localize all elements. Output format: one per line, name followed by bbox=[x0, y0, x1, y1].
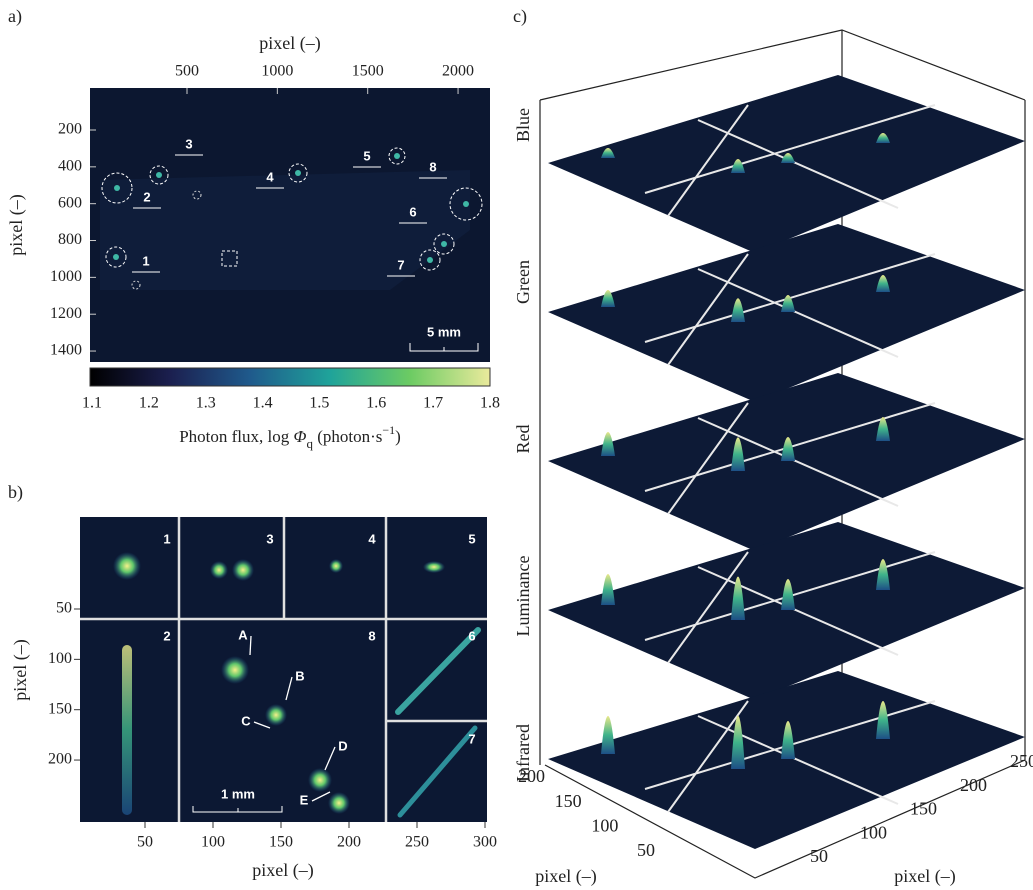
x-tick-label: 250 bbox=[405, 834, 429, 851]
label-part: (photon·s bbox=[313, 427, 382, 446]
spot bbox=[427, 257, 433, 263]
y-tick-label: 400 bbox=[58, 158, 82, 175]
subpanel-number: 2 bbox=[163, 628, 170, 643]
colorbar-tick-label: 1.8 bbox=[480, 395, 500, 412]
label-part: Photon flux, log bbox=[179, 427, 293, 446]
right-tick-label: 50 bbox=[810, 846, 828, 866]
spot bbox=[113, 254, 119, 260]
x-tick-label: 500 bbox=[175, 63, 199, 80]
x-tick-label: 1000 bbox=[261, 63, 293, 80]
subpanel-number: 4 bbox=[368, 531, 376, 546]
colorbar-tick-label: 1.4 bbox=[253, 395, 273, 412]
right-tick-label: 100 bbox=[860, 822, 887, 842]
marker-label: 4 bbox=[266, 169, 274, 184]
marker-label: 2 bbox=[143, 189, 150, 204]
marker-label: 6 bbox=[409, 204, 416, 219]
x-tick-label: 1500 bbox=[352, 63, 384, 80]
x-tick-label: 50 bbox=[137, 834, 153, 851]
y-tick-label: 150 bbox=[48, 700, 72, 717]
layer-plane bbox=[548, 373, 1025, 551]
x-tick-label: 2000 bbox=[442, 63, 474, 80]
annotation: A bbox=[238, 627, 248, 642]
y-tick-label: 200 bbox=[48, 751, 72, 768]
y-axis-label: pixel (–) bbox=[10, 639, 31, 700]
subpanel-number: 3 bbox=[266, 531, 273, 546]
layer-label: Blue bbox=[513, 108, 533, 142]
marker-label: 5 bbox=[363, 148, 370, 163]
colorbar-tick-label: 1.2 bbox=[139, 395, 159, 412]
x-tick-label: 100 bbox=[201, 834, 225, 851]
spot bbox=[463, 201, 469, 207]
right-tick-label: 150 bbox=[910, 799, 937, 819]
right-tick-label: 250 bbox=[1010, 751, 1033, 771]
subpanel-number: 5 bbox=[468, 531, 475, 546]
annotation: E bbox=[300, 792, 309, 807]
left-tick-label: 150 bbox=[555, 791, 582, 811]
y-tick-label: 1200 bbox=[50, 305, 82, 322]
y-axis-label: pixel (–) bbox=[6, 194, 27, 255]
colorbar-tick-label: 1.5 bbox=[309, 395, 329, 412]
left-axis-label: pixel (–) bbox=[535, 866, 596, 887]
panel-label: c) bbox=[513, 6, 527, 27]
label-part: −1 bbox=[382, 423, 395, 437]
layer-plane bbox=[548, 522, 1025, 700]
y-tick-label: 600 bbox=[58, 194, 82, 211]
annotation: B bbox=[295, 668, 304, 683]
scale-bar-label: 1 mm bbox=[221, 786, 255, 801]
colorbar-tick-label: 1.1 bbox=[82, 395, 102, 412]
peak bbox=[601, 574, 615, 605]
spot bbox=[114, 185, 120, 191]
y-tick-label: 50 bbox=[56, 600, 72, 617]
annotation: D bbox=[338, 738, 347, 753]
subpanel-number: 7 bbox=[468, 731, 475, 746]
right-tick-label: 200 bbox=[960, 775, 987, 795]
panel-label: b) bbox=[8, 482, 23, 503]
colorbar-tick-label: 1.6 bbox=[366, 395, 386, 412]
colorbar bbox=[90, 368, 490, 386]
left-tick-label: 50 bbox=[637, 840, 655, 860]
layer-label: Green bbox=[513, 260, 533, 304]
spot bbox=[295, 170, 301, 176]
spot bbox=[441, 241, 447, 247]
x-tick-label: 150 bbox=[269, 834, 293, 851]
label-part: Φ bbox=[293, 427, 306, 446]
peak bbox=[601, 432, 615, 456]
y-tick-label: 1000 bbox=[50, 268, 82, 285]
left-tick-label: 200 bbox=[518, 766, 545, 786]
marker-label: 3 bbox=[185, 136, 192, 151]
panel-label: a) bbox=[8, 6, 22, 27]
x-axis-label: pixel (–) bbox=[259, 33, 320, 54]
layer-label: Red bbox=[513, 425, 533, 454]
y-tick-label: 1400 bbox=[50, 342, 82, 359]
layer-plane bbox=[548, 671, 1025, 849]
x-tick-label: 300 bbox=[473, 834, 497, 851]
peak bbox=[601, 716, 615, 754]
subpanel-number: 8 bbox=[368, 628, 375, 643]
spot bbox=[156, 172, 162, 178]
y-tick-label: 800 bbox=[58, 231, 82, 248]
left-tick-label: 100 bbox=[591, 815, 618, 835]
marker-label: 1 bbox=[142, 253, 149, 268]
right-axis-label: pixel (–) bbox=[894, 866, 955, 887]
y-tick-label: 100 bbox=[48, 650, 72, 667]
layer-plane bbox=[548, 224, 1025, 402]
colorbar-label: Photon flux, log Φq (photon·s−1) bbox=[179, 423, 401, 452]
subpanel-number: 6 bbox=[468, 628, 475, 643]
label-part: ) bbox=[395, 427, 401, 446]
y-tick-label: 200 bbox=[58, 121, 82, 138]
scale-bar-label: 5 mm bbox=[427, 324, 461, 339]
subpanel-number: 1 bbox=[163, 531, 170, 546]
x-axis-label: pixel (–) bbox=[252, 860, 313, 881]
x-tick-label: 200 bbox=[337, 834, 361, 851]
colorbar-tick-label: 1.3 bbox=[196, 395, 216, 412]
spot bbox=[394, 153, 400, 159]
marker-label: 8 bbox=[429, 159, 436, 174]
marker-label: 7 bbox=[397, 257, 404, 272]
colorbar-tick-label: 1.7 bbox=[423, 395, 443, 412]
annotation: C bbox=[241, 713, 251, 728]
figure: a) pixel (–) pixel (–) 500 1000 1500 2000 200 40… bbox=[0, 0, 1033, 890]
layer-plane bbox=[548, 75, 1025, 253]
layer-label: Luminance bbox=[513, 556, 533, 637]
